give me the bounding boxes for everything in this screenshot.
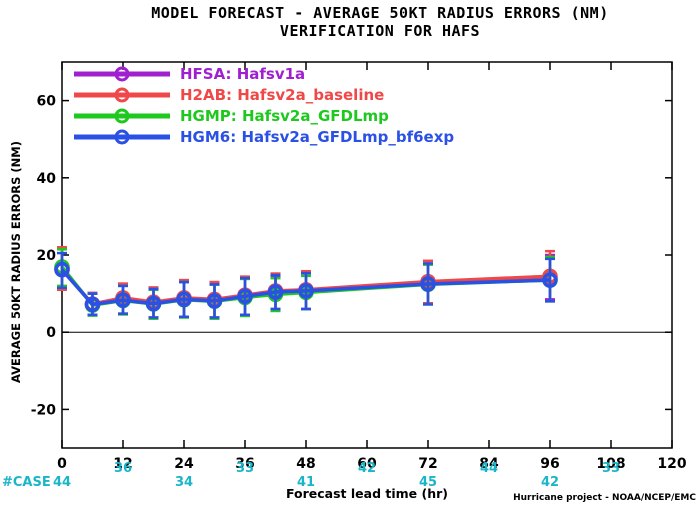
data-point <box>420 276 436 292</box>
x-tick-label: 108 <box>596 456 625 472</box>
legend-marker <box>114 87 130 103</box>
x-tick-label: 72 <box>418 456 437 472</box>
legend-label: HGM6: Hafsv2a_GFDLmp_bf6exp <box>180 128 454 146</box>
legend-marker <box>114 108 130 124</box>
y-tick-label: 0 <box>46 325 56 341</box>
data-point <box>115 292 131 308</box>
case-count: 45 <box>419 475 437 490</box>
data-point <box>237 288 253 305</box>
legend-label: HGMP: Hafsv2a_GFDLmp <box>180 107 389 125</box>
legend-item: HFSA: Hafsv1a <box>74 65 305 83</box>
case-count: 36 <box>114 461 132 476</box>
case-count: 41 <box>297 475 315 490</box>
legend-label: HFSA: Hafsv1a <box>180 65 305 83</box>
data-point <box>206 293 223 309</box>
case-count: 34 <box>175 475 193 490</box>
data-point <box>542 272 558 288</box>
legend-item: H2AB: Hafsv2a_baseline <box>74 86 384 104</box>
legend: HFSA: Hafsv1a H2AB: Hafsv2a_baseline HGMP:… <box>74 65 454 146</box>
y-tick-label: -20 <box>31 402 57 418</box>
series-layer <box>54 246 558 320</box>
data-point <box>54 261 70 278</box>
x-tick-label: 48 <box>296 456 315 472</box>
x-tick-label: 24 <box>174 456 194 472</box>
case-count: 44 <box>480 461 498 476</box>
case-count: 44 <box>53 475 71 490</box>
x-axis: 0 12 24 36 48 60 72 84 96 108 120 <box>57 62 687 472</box>
data-point <box>267 284 284 300</box>
legend-marker <box>114 66 130 82</box>
series-4 <box>54 251 558 319</box>
y-tick-label: 60 <box>37 94 57 110</box>
chart-subtitle: VERIFICATION FOR HAFS <box>280 22 480 40</box>
y-tick-label: 40 <box>37 171 57 187</box>
x-axis-label: Forecast lead time (hr) <box>286 486 448 501</box>
case-count: 33 <box>602 461 620 476</box>
chart-title: MODEL FORECAST - AVERAGE 50KT RADIUS ERR… <box>151 4 608 22</box>
x-tick-label: 36 <box>235 456 254 472</box>
y-axis: -20 0 20 40 60 <box>31 94 672 418</box>
data-point <box>298 283 314 299</box>
x-tick-label: 12 <box>113 456 132 472</box>
y-tick-label: 20 <box>37 248 57 264</box>
case-count: 33 <box>236 461 254 476</box>
x-tick-label: 84 <box>479 456 499 472</box>
x-tick-label: 96 <box>540 456 559 472</box>
case-label: #CASE <box>2 475 51 490</box>
legend-label: H2AB: Hafsv2a_baseline <box>180 86 384 104</box>
case-count: 42 <box>541 475 559 490</box>
data-point <box>145 295 162 312</box>
series-line <box>60 268 551 307</box>
credit-text: Hurricane project - NOAA/NCEP/EMC <box>513 493 696 503</box>
x-tick-label: 120 <box>657 456 686 472</box>
legend-item: HGM6: Hafsv2a_GFDLmp_bf6exp <box>74 128 454 146</box>
data-point <box>176 291 192 308</box>
x-tick-label: 60 <box>357 456 377 472</box>
legend-item: HGMP: Hafsv2a_GFDLmp <box>74 107 389 125</box>
legend-marker <box>114 129 130 145</box>
y-axis-label: AVERAGE 50KT RADIUS ERRORS (NM) <box>9 141 23 383</box>
x-tick-label: 0 <box>57 456 67 472</box>
data-point <box>84 296 101 313</box>
case-count: 42 <box>358 461 376 476</box>
